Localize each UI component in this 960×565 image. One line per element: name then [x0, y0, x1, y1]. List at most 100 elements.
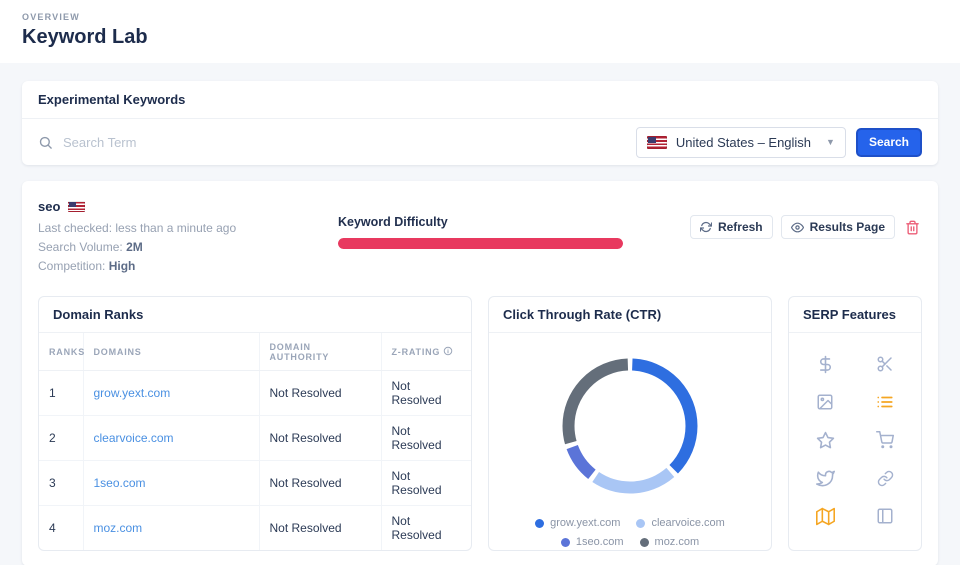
donut-segment: [562, 358, 698, 494]
domain-cell: moz.com: [83, 505, 260, 550]
locale-label: United States – English: [675, 134, 812, 150]
star-icon: [816, 431, 835, 450]
page-title: Keyword Lab: [22, 26, 148, 48]
panels-row: Domain Ranks Ranks Domains Domain Author…: [38, 296, 922, 551]
search-icon: [38, 135, 53, 150]
columns-icon: [876, 507, 894, 525]
domain-ranks-panel: Domain Ranks Ranks Domains Domain Author…: [38, 296, 472, 551]
results-page-button[interactable]: Results Page: [780, 215, 895, 239]
ctr-body: grow.yext.com clearvoice.com 1seo.com moz.c…: [489, 333, 771, 548]
z-rating-cell: Not Resolved: [381, 505, 471, 550]
breadcrumb: Overview: [22, 12, 80, 22]
domain-authority-cell: Not Resolved: [259, 551, 381, 552]
rank-cell: 2: [39, 415, 84, 461]
keyword-actions: Refresh Results Page: [689, 215, 922, 239]
domain-ranks-title: Domain Ranks: [39, 297, 471, 333]
eye-icon: [790, 221, 804, 234]
rank-cell: 5: [39, 551, 83, 552]
experimental-keywords-card: Experimental Keywords United States – En…: [22, 81, 938, 165]
search-volume-text: Search Volume: 2M: [38, 240, 143, 254]
donut-segment: [562, 358, 698, 494]
keyword-difficulty-label: Keyword Difficulty: [338, 215, 448, 229]
legend-dot: [636, 518, 646, 528]
serp-features-panel: SERP Features: [788, 296, 922, 551]
map-icon: [815, 507, 835, 526]
legend-item: moz.com: [639, 536, 700, 548]
scissors-icon: [876, 355, 894, 373]
keyword-summary: seo Last checked: less than a minute ago…: [38, 199, 338, 276]
delete-keyword-button[interactable]: [903, 218, 922, 237]
domain-link[interactable]: grow.yext.com: [93, 386, 171, 400]
column-domain-authority: Domain Authority: [259, 333, 382, 371]
ctr-donut-chart: [562, 358, 698, 494]
legend-item: grow.yext.com: [535, 517, 620, 529]
legend-label: clearvoice.com: [651, 517, 725, 529]
chevron-down-icon: ▼: [826, 137, 835, 147]
column-ranks: Ranks: [39, 333, 84, 371]
legend-item: clearvoice.com: [636, 517, 725, 529]
keyword-result-card: seo Last checked: less than a minute ago…: [22, 181, 938, 565]
experimental-keywords-title: Experimental Keywords: [22, 81, 938, 119]
shopping-cart-icon: [876, 431, 894, 449]
table-row: 4 moz.com Not Resolved Not Resolved: [39, 505, 471, 550]
search-input[interactable]: [63, 134, 636, 150]
legend-item: 1seo.com: [560, 536, 624, 548]
us-flag-icon: [68, 201, 86, 212]
column-z-rating: Z-Rating: [381, 333, 471, 371]
legend-label: grow.yext.com: [550, 517, 621, 529]
competition-text: Competition: High: [38, 259, 136, 273]
ctr-legend: grow.yext.com clearvoice.com 1seo.com moz.c…: [489, 517, 771, 548]
page-header: Overview Keyword Lab: [0, 0, 960, 63]
domain-authority-cell: Not Resolved: [259, 505, 382, 550]
domain-authority-cell: Not Resolved: [259, 370, 382, 416]
domain-link[interactable]: clearvoice.com: [93, 431, 174, 445]
domain-authority-cell: Not Resolved: [259, 460, 382, 506]
legend-dot: [560, 537, 570, 547]
legend-label: moz.com: [654, 536, 700, 548]
z-rating-cell: Not Resolved: [381, 460, 471, 506]
locale-select[interactable]: United States – English ▼: [635, 126, 846, 158]
link-icon: [877, 470, 894, 487]
domain-link[interactable]: 1seo.com: [93, 476, 146, 490]
domain-cell: grow.yext.com: [83, 370, 260, 416]
rank-cell: 4: [39, 505, 84, 550]
search-row: United States – English ▼ Search: [22, 119, 938, 165]
z-rating-cell: Not Resolved: [381, 415, 471, 461]
legend-dot: [535, 518, 545, 528]
rank-cell: 3: [39, 460, 84, 506]
twitter-icon: [815, 469, 835, 488]
table-row: 1 grow.yext.com Not Resolved Not Resolved: [39, 370, 471, 416]
refresh-icon: [699, 221, 712, 233]
legend-dot: [639, 537, 649, 547]
serp-features-grid: [789, 333, 921, 547]
info-icon[interactable]: [443, 346, 453, 358]
ctr-panel: Click Through Rate (CTR) grow.yext.com cl…: [488, 296, 772, 551]
trash-icon: [905, 220, 920, 235]
keyword-term: seo: [38, 199, 61, 214]
last-checked-text: Last checked: less than a minute ago: [38, 221, 237, 235]
list-icon: [876, 393, 894, 411]
competition-value: High: [108, 259, 136, 273]
legend-label: 1seo.com: [575, 536, 624, 548]
domain-cell: 1seo.com: [83, 460, 260, 506]
search-button[interactable]: Search: [855, 127, 922, 157]
table-row: 3 1seo.com Not Resolved Not Resolved: [39, 460, 471, 506]
refresh-button[interactable]: Refresh: [689, 215, 773, 239]
domain-authority-cell: Not Resolved: [259, 415, 382, 461]
keyword-difficulty-bar: [338, 238, 623, 249]
image-icon: [816, 393, 834, 411]
table-header-row: Ranks Domains Domain Authority Z-Rating: [39, 333, 471, 371]
serp-features-title: SERP Features: [789, 297, 921, 333]
keyword-difficulty-fill: [338, 238, 623, 249]
z-rating-cell: Not Resolved: [381, 551, 471, 552]
rank-cell: 1: [39, 370, 84, 416]
domain-link[interactable]: moz.com: [93, 521, 143, 535]
search-volume-value: 2M: [126, 240, 143, 254]
donut-segment: [562, 358, 698, 494]
ctr-title: Click Through Rate (CTR): [489, 297, 771, 333]
domain-cell: moz.com: [83, 551, 259, 552]
keyword-difficulty: Keyword Difficulty: [338, 215, 623, 249]
table-row: 2 clearvoice.com Not Resolved Not Resolved: [39, 415, 471, 461]
z-rating-cell: Not Resolved: [381, 370, 471, 416]
